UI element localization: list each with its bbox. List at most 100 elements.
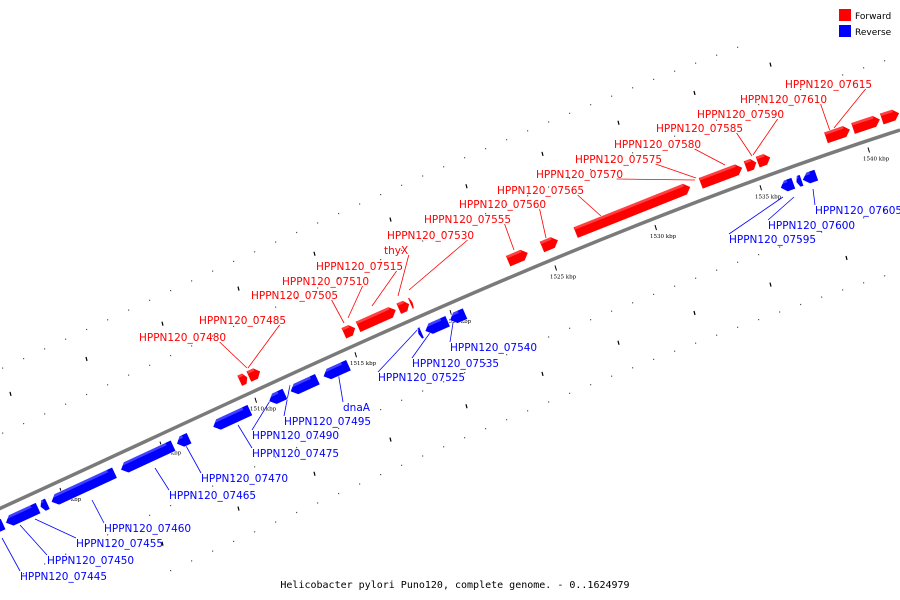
- reverse-gene-arrow[interactable]: [210, 404, 254, 432]
- grid-dash: [389, 437, 392, 442]
- gene-arrow-shape: [0, 518, 7, 534]
- reverse-gene-arrow[interactable]: [0, 518, 7, 535]
- gene-arrow-highlight: [38, 499, 44, 504]
- forward-gene-arrow[interactable]: [697, 162, 744, 190]
- grid-dot: [674, 70, 676, 72]
- forward-gene-arrow[interactable]: [395, 298, 412, 315]
- scale-tick-label: 1515 kbp: [350, 361, 377, 367]
- reverse-gene-arrow[interactable]: [118, 439, 177, 475]
- grid-dot: [380, 194, 382, 196]
- reverse-leader-line: [449, 322, 454, 343]
- gene-arrow-highlight: [396, 300, 404, 306]
- reverse-leader-line: [154, 467, 170, 491]
- forward-gene-label: HPPN120_07510: [282, 276, 369, 288]
- forward-gene-arrow[interactable]: [850, 114, 882, 135]
- reverse-gene-arrow[interactable]: [800, 168, 819, 185]
- grid-dot: [863, 282, 865, 284]
- grid-dot: [2, 432, 4, 434]
- gene-arrow-highlight: [851, 115, 874, 126]
- forward-leader-line: [694, 148, 726, 166]
- grid-dot: [737, 261, 739, 263]
- grid-dot: [569, 392, 571, 394]
- grid-dot: [464, 157, 466, 159]
- reverse-gene-arrow[interactable]: [3, 502, 42, 528]
- forward-gene-arrow[interactable]: [754, 152, 772, 169]
- grid-dot: [296, 231, 298, 234]
- scale-tick-label: 1510 kbp: [250, 407, 277, 413]
- forward-gene-arrow[interactable]: [505, 247, 531, 268]
- grid-dot: [317, 437, 319, 439]
- grid-dot: [443, 231, 445, 233]
- reverse-gene-arrow[interactable]: [49, 466, 118, 507]
- grid-dot: [884, 210, 886, 212]
- gene-arrow-highlight: [267, 390, 279, 399]
- reverse-gene-arrow[interactable]: [174, 432, 193, 450]
- forward-gene-arrow[interactable]: [742, 157, 758, 173]
- forward-gene-label: HPPN120_07555: [424, 214, 511, 226]
- reverse-gene-label: HPPN120_07495: [284, 416, 371, 428]
- forward-gene-arrow[interactable]: [572, 181, 693, 239]
- grid-dot: [23, 423, 25, 425]
- grid-dot: [821, 81, 823, 83]
- forward-gene-arrow[interactable]: [245, 366, 263, 383]
- reverse-gene-label: HPPN120_07540: [450, 342, 537, 354]
- grid-dot: [401, 184, 403, 186]
- label-leader-lines: [1, 88, 866, 572]
- grid-dot: [380, 409, 382, 411]
- reverse-gene-arrow[interactable]: [288, 373, 321, 397]
- forward-gene-label: HPPN120_07590: [697, 109, 784, 121]
- gene-arrow-highlight: [119, 442, 167, 467]
- gene-arrows: [0, 107, 900, 535]
- forward-leader-line: [371, 270, 397, 307]
- grid-dash: [693, 90, 696, 96]
- gene-arrow-highlight: [237, 373, 244, 378]
- forward-gene-arrow[interactable]: [236, 372, 250, 387]
- reverse-leader-line: [767, 196, 795, 221]
- grid-dot: [674, 285, 676, 287]
- scale-tick-mark: [554, 265, 557, 271]
- grid-dot: [191, 495, 193, 497]
- forward-gene-arrow[interactable]: [354, 304, 398, 333]
- reverse-gene-arrow[interactable]: [321, 359, 352, 382]
- gene-arrow-shape: [742, 158, 757, 173]
- grid-dot: [212, 335, 214, 337]
- reverse-gene-arrow[interactable]: [38, 497, 51, 512]
- grid-dot: [254, 531, 256, 533]
- forward-gene-arrow[interactable]: [340, 323, 358, 340]
- reverse-gene-arrow[interactable]: [778, 177, 796, 193]
- forward-gene-arrow[interactable]: [407, 297, 416, 310]
- grid-dot: [380, 259, 382, 261]
- reverse-gene-arrow[interactable]: [794, 174, 805, 188]
- reverse-gene-label: HPPN120_07465: [169, 490, 256, 502]
- reverse-gene-arrow[interactable]: [447, 307, 469, 326]
- background-dot-rows: [2, 46, 886, 575]
- gene-arrow-shape: [754, 153, 771, 169]
- gene-arrow-highlight: [408, 297, 411, 301]
- grid-dot: [359, 418, 361, 420]
- gene-arrow-shape: [407, 297, 415, 310]
- grid-dot: [611, 310, 613, 312]
- forward-gene-arrow[interactable]: [879, 107, 900, 126]
- grid-dot: [191, 345, 193, 347]
- forward-gene-arrow[interactable]: [823, 124, 852, 144]
- reverse-gene-arrow[interactable]: [416, 326, 425, 340]
- grid-dash: [465, 404, 468, 409]
- grid-dot: [443, 166, 445, 168]
- grid-dot: [65, 553, 67, 555]
- forward-leader-line: [247, 324, 280, 369]
- grid-dot: [65, 403, 67, 405]
- forward-leader-line: [736, 132, 753, 157]
- reverse-gene-arrow[interactable]: [266, 388, 289, 406]
- grid-dot: [842, 289, 844, 291]
- forward-gene-arrow[interactable]: [538, 235, 560, 253]
- gene-arrow-highlight: [356, 306, 390, 324]
- legend: Forward Reverse: [839, 9, 892, 38]
- grid-dot: [527, 195, 529, 197]
- genome-caption: Helicobacter pylori Puno120, complete ge…: [280, 580, 629, 591]
- grid-dot: [359, 203, 361, 205]
- grid-dash: [9, 391, 12, 397]
- grid-dash: [541, 371, 544, 377]
- reverse-gene-arrow[interactable]: [423, 315, 451, 337]
- grid-dot: [212, 550, 214, 552]
